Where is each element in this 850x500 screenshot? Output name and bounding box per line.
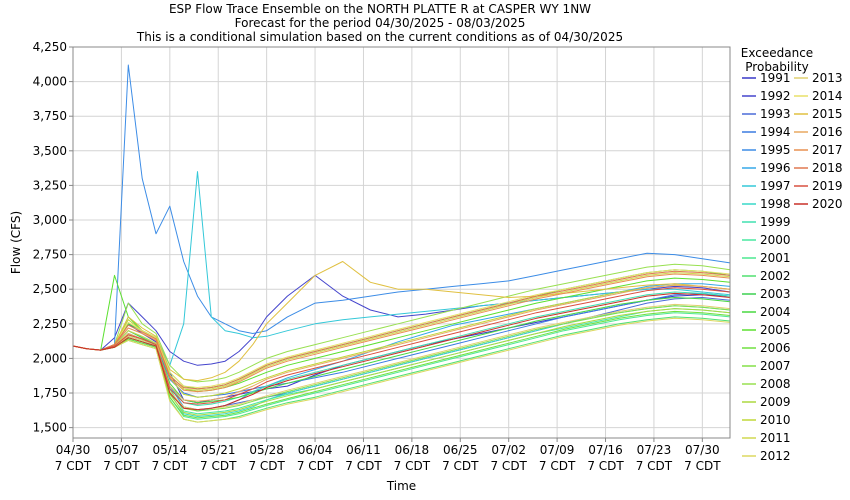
legend-label: 2007 xyxy=(760,359,791,373)
x-tick-label: 07/02 xyxy=(491,443,526,457)
x-tick-label: 07/30 xyxy=(685,443,720,457)
legend-label: 2005 xyxy=(760,323,791,337)
legend-label: 2011 xyxy=(760,431,791,445)
x-tick-sublabel: 7 CDT xyxy=(587,459,624,473)
x-tick-label: 07/23 xyxy=(637,443,672,457)
series-line-1995 xyxy=(72,64,731,351)
y-axis: 1,500 1,750 2,000 2,250 2,500 2,750 3,000 3,250… xyxy=(33,40,73,435)
chart-title: ESP Flow Trace Ensemble on the NORTH PLA… xyxy=(168,2,592,16)
legend-label: 1996 xyxy=(760,161,791,175)
x-tick-sublabel: 7 CDT xyxy=(103,459,140,473)
legend-label: 2008 xyxy=(760,377,791,391)
x-tick-sublabel: 7 CDT xyxy=(684,459,721,473)
legend-label: 1998 xyxy=(760,197,791,211)
x-tick-sublabel: 7 CDT xyxy=(636,459,673,473)
series-line-2012 xyxy=(72,317,731,423)
x-tick-sublabel: 7 CDT xyxy=(490,459,527,473)
x-tick-sublabel: 7 CDT xyxy=(442,459,479,473)
series-line-2017 xyxy=(72,273,731,393)
legend-label: 2002 xyxy=(760,269,791,283)
series-line-2019 xyxy=(72,287,731,405)
legend-label: 1994 xyxy=(760,125,791,139)
x-tick-label: 05/14 xyxy=(153,443,188,457)
legend-label: 2003 xyxy=(760,287,791,301)
y-tick-label: 3,500 xyxy=(33,144,67,158)
y-tick-label: 2,000 xyxy=(33,351,67,365)
legend-title: Exceedance xyxy=(741,46,813,60)
y-tick-label: 3,000 xyxy=(33,213,67,227)
x-tick-label: 05/07 xyxy=(104,443,139,457)
x-axis-label: Time xyxy=(386,479,416,493)
legend-label: 1997 xyxy=(760,179,791,193)
legend-label: 2014 xyxy=(812,89,843,103)
x-tick-sublabel: 7 CDT xyxy=(200,459,237,473)
x-tick-label: 06/04 xyxy=(298,443,333,457)
series-line-1994 xyxy=(72,292,731,398)
series-line-1997 xyxy=(72,171,731,366)
legend-label: 1995 xyxy=(760,143,791,157)
legend-label: 2015 xyxy=(812,107,843,121)
legend-label: 2001 xyxy=(760,251,791,265)
x-tick-sublabel: 7 CDT xyxy=(152,459,189,473)
x-tick-label: 06/25 xyxy=(443,443,478,457)
series-line-2011 xyxy=(72,272,731,391)
series-line-2015 xyxy=(72,261,731,382)
series-lines xyxy=(72,64,731,423)
x-tick-label: 04/30 xyxy=(56,443,91,457)
legend-title-line2: Probability xyxy=(745,60,808,74)
series-line-2013 xyxy=(72,303,731,411)
x-tick-sublabel: 7 CDT xyxy=(394,459,431,473)
series-line-2006 xyxy=(72,310,731,419)
y-tick-label: 1,750 xyxy=(33,386,67,400)
legend-label: 2013 xyxy=(812,71,843,85)
series-line-2020 xyxy=(72,292,731,411)
x-tick-label: 06/11 xyxy=(346,443,381,457)
y-tick-label: 2,750 xyxy=(33,248,67,262)
x-tick-label: 05/28 xyxy=(249,443,284,457)
y-tick-label: 1,500 xyxy=(33,421,67,435)
x-tick-sublabel: 7 CDT xyxy=(345,459,382,473)
chart-subtitle-2: This is a conditional simulation based o… xyxy=(136,30,624,44)
y-tick-label: 2,500 xyxy=(33,282,67,296)
legend-label: 2010 xyxy=(760,413,791,427)
y-tick-label: 2,250 xyxy=(33,317,67,331)
x-axis: 04/30 7 CDT 05/07 7 CDT 05/14 7 CDT 05/21 7 CDT… xyxy=(55,438,721,473)
legend-label: 2000 xyxy=(760,233,791,247)
legend-label: 1999 xyxy=(760,215,791,229)
x-tick-label: 05/21 xyxy=(201,443,236,457)
legend-label: 2016 xyxy=(812,125,843,139)
legend-label: 2018 xyxy=(812,161,843,175)
legend-label: 1991 xyxy=(760,71,791,85)
x-tick-sublabel: 7 CDT xyxy=(55,459,92,473)
y-tick-label: 3,250 xyxy=(33,178,67,192)
y-tick-label: 4,000 xyxy=(33,75,67,89)
series-line-2018 xyxy=(72,270,731,390)
x-tick-label: 07/09 xyxy=(540,443,575,457)
legend-label: 1993 xyxy=(760,107,791,121)
legend-label: 2006 xyxy=(760,341,791,355)
series-line-2014 xyxy=(72,269,731,388)
x-tick-label: 06/18 xyxy=(395,443,430,457)
x-tick-label: 07/16 xyxy=(588,443,623,457)
legend-label: 2004 xyxy=(760,305,791,319)
legend-label: 2019 xyxy=(812,179,843,193)
series-line-2008 xyxy=(72,263,731,383)
x-tick-sublabel: 7 CDT xyxy=(539,459,576,473)
series-line-2004 xyxy=(72,297,731,404)
legend-label: 2009 xyxy=(760,395,791,409)
x-tick-sublabel: 7 CDT xyxy=(248,459,285,473)
x-tick-sublabel: 7 CDT xyxy=(297,459,334,473)
chart-subtitle: Forecast for the period 04/30/2025 - 08/… xyxy=(234,16,526,30)
legend-label: 2017 xyxy=(812,143,843,157)
y-tick-label: 3,750 xyxy=(33,109,67,123)
legend-label: 2012 xyxy=(760,449,791,463)
legend-label: 2020 xyxy=(812,197,843,211)
legend-label: 1992 xyxy=(760,89,791,103)
y-tick-label: 4,250 xyxy=(33,40,67,54)
y-axis-label: Flow (CFS) xyxy=(9,211,23,274)
plot-frame xyxy=(72,46,731,439)
